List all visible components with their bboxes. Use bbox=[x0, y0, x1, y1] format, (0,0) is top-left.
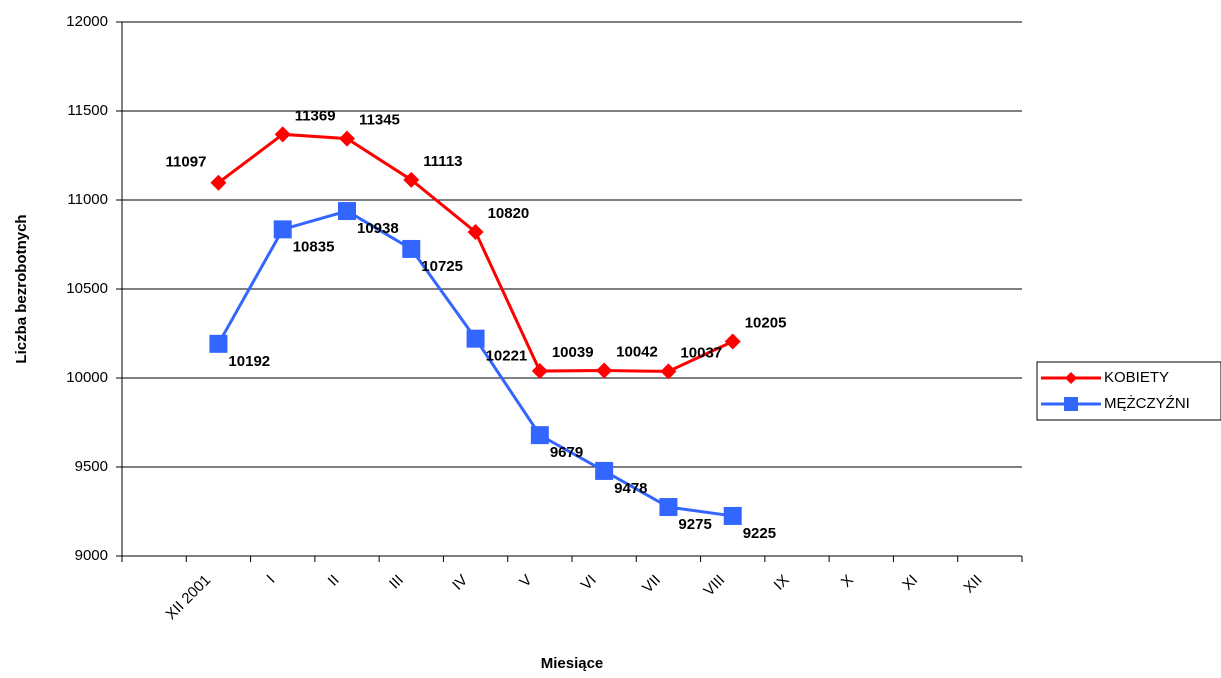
data-label: 11345 bbox=[359, 112, 400, 129]
marker bbox=[530, 426, 549, 445]
y-tick-label: 11500 bbox=[67, 102, 108, 119]
data-label: 10725 bbox=[421, 258, 463, 275]
data-label: 11097 bbox=[166, 154, 207, 171]
x-tick-label: VII bbox=[639, 572, 664, 597]
marker bbox=[338, 202, 356, 221]
marker bbox=[466, 329, 485, 348]
x-tick-label: IV bbox=[449, 572, 471, 594]
x-tick-label: XI bbox=[899, 572, 921, 594]
data-label: 10835 bbox=[293, 238, 335, 255]
data-label: 11369 bbox=[295, 107, 336, 124]
data-label: 10221 bbox=[486, 348, 528, 365]
x-tick-label: III bbox=[386, 572, 407, 593]
marker bbox=[273, 220, 292, 239]
data-label: 10039 bbox=[552, 344, 594, 361]
data-label: 10037 bbox=[680, 344, 722, 361]
marker bbox=[595, 461, 614, 480]
data-label: 11113 bbox=[423, 153, 462, 170]
x-tick-label: VIII bbox=[700, 572, 728, 600]
legend-marker bbox=[1065, 372, 1077, 384]
marker bbox=[659, 498, 678, 517]
marker bbox=[531, 363, 548, 380]
y-tick-label: 10500 bbox=[66, 280, 108, 297]
x-tick-label: XII bbox=[961, 572, 986, 597]
marker bbox=[339, 130, 355, 147]
y-axis-title: Liczba bezrobotnych bbox=[13, 214, 30, 363]
marker bbox=[402, 239, 421, 258]
x-tick-label: XII 2001 bbox=[163, 572, 215, 624]
data-label: 10938 bbox=[357, 220, 399, 237]
marker bbox=[467, 224, 484, 241]
data-label: 9478 bbox=[614, 480, 647, 497]
data-label: 10205 bbox=[745, 314, 787, 331]
legend-label: KOBIETY bbox=[1104, 369, 1169, 386]
legend-label: MĘŻCZYŹNI bbox=[1104, 394, 1190, 412]
data-label: 9225 bbox=[743, 525, 776, 542]
x-tick-label: I bbox=[263, 572, 278, 587]
y-tick-label: 9000 bbox=[75, 547, 108, 564]
marker bbox=[274, 126, 291, 143]
marker bbox=[210, 174, 227, 191]
x-tick-label: II bbox=[325, 572, 343, 590]
x-tick-label: X bbox=[838, 572, 857, 591]
marker bbox=[724, 333, 741, 350]
marker bbox=[596, 362, 613, 379]
y-tick-label: 9500 bbox=[75, 458, 108, 475]
legend-marker bbox=[1064, 397, 1078, 411]
data-label: 10820 bbox=[488, 205, 530, 222]
data-label: 10042 bbox=[616, 343, 658, 360]
marker bbox=[403, 171, 420, 188]
x-axis-title: Miesiące bbox=[541, 655, 604, 672]
marker bbox=[660, 363, 677, 380]
series-line bbox=[217, 209, 733, 518]
data-label: 9275 bbox=[678, 516, 711, 533]
y-tick-label: 11000 bbox=[67, 191, 108, 208]
x-tick-label: V bbox=[516, 572, 535, 591]
marker bbox=[723, 506, 742, 525]
x-tick-label: IX bbox=[771, 572, 793, 594]
data-label: 9679 bbox=[550, 444, 583, 461]
x-tick-label: VI bbox=[578, 572, 600, 594]
y-tick-label: 12000 bbox=[66, 13, 108, 30]
y-tick-label: 10000 bbox=[66, 369, 108, 386]
marker bbox=[209, 334, 228, 353]
data-label: 10192 bbox=[228, 353, 270, 370]
